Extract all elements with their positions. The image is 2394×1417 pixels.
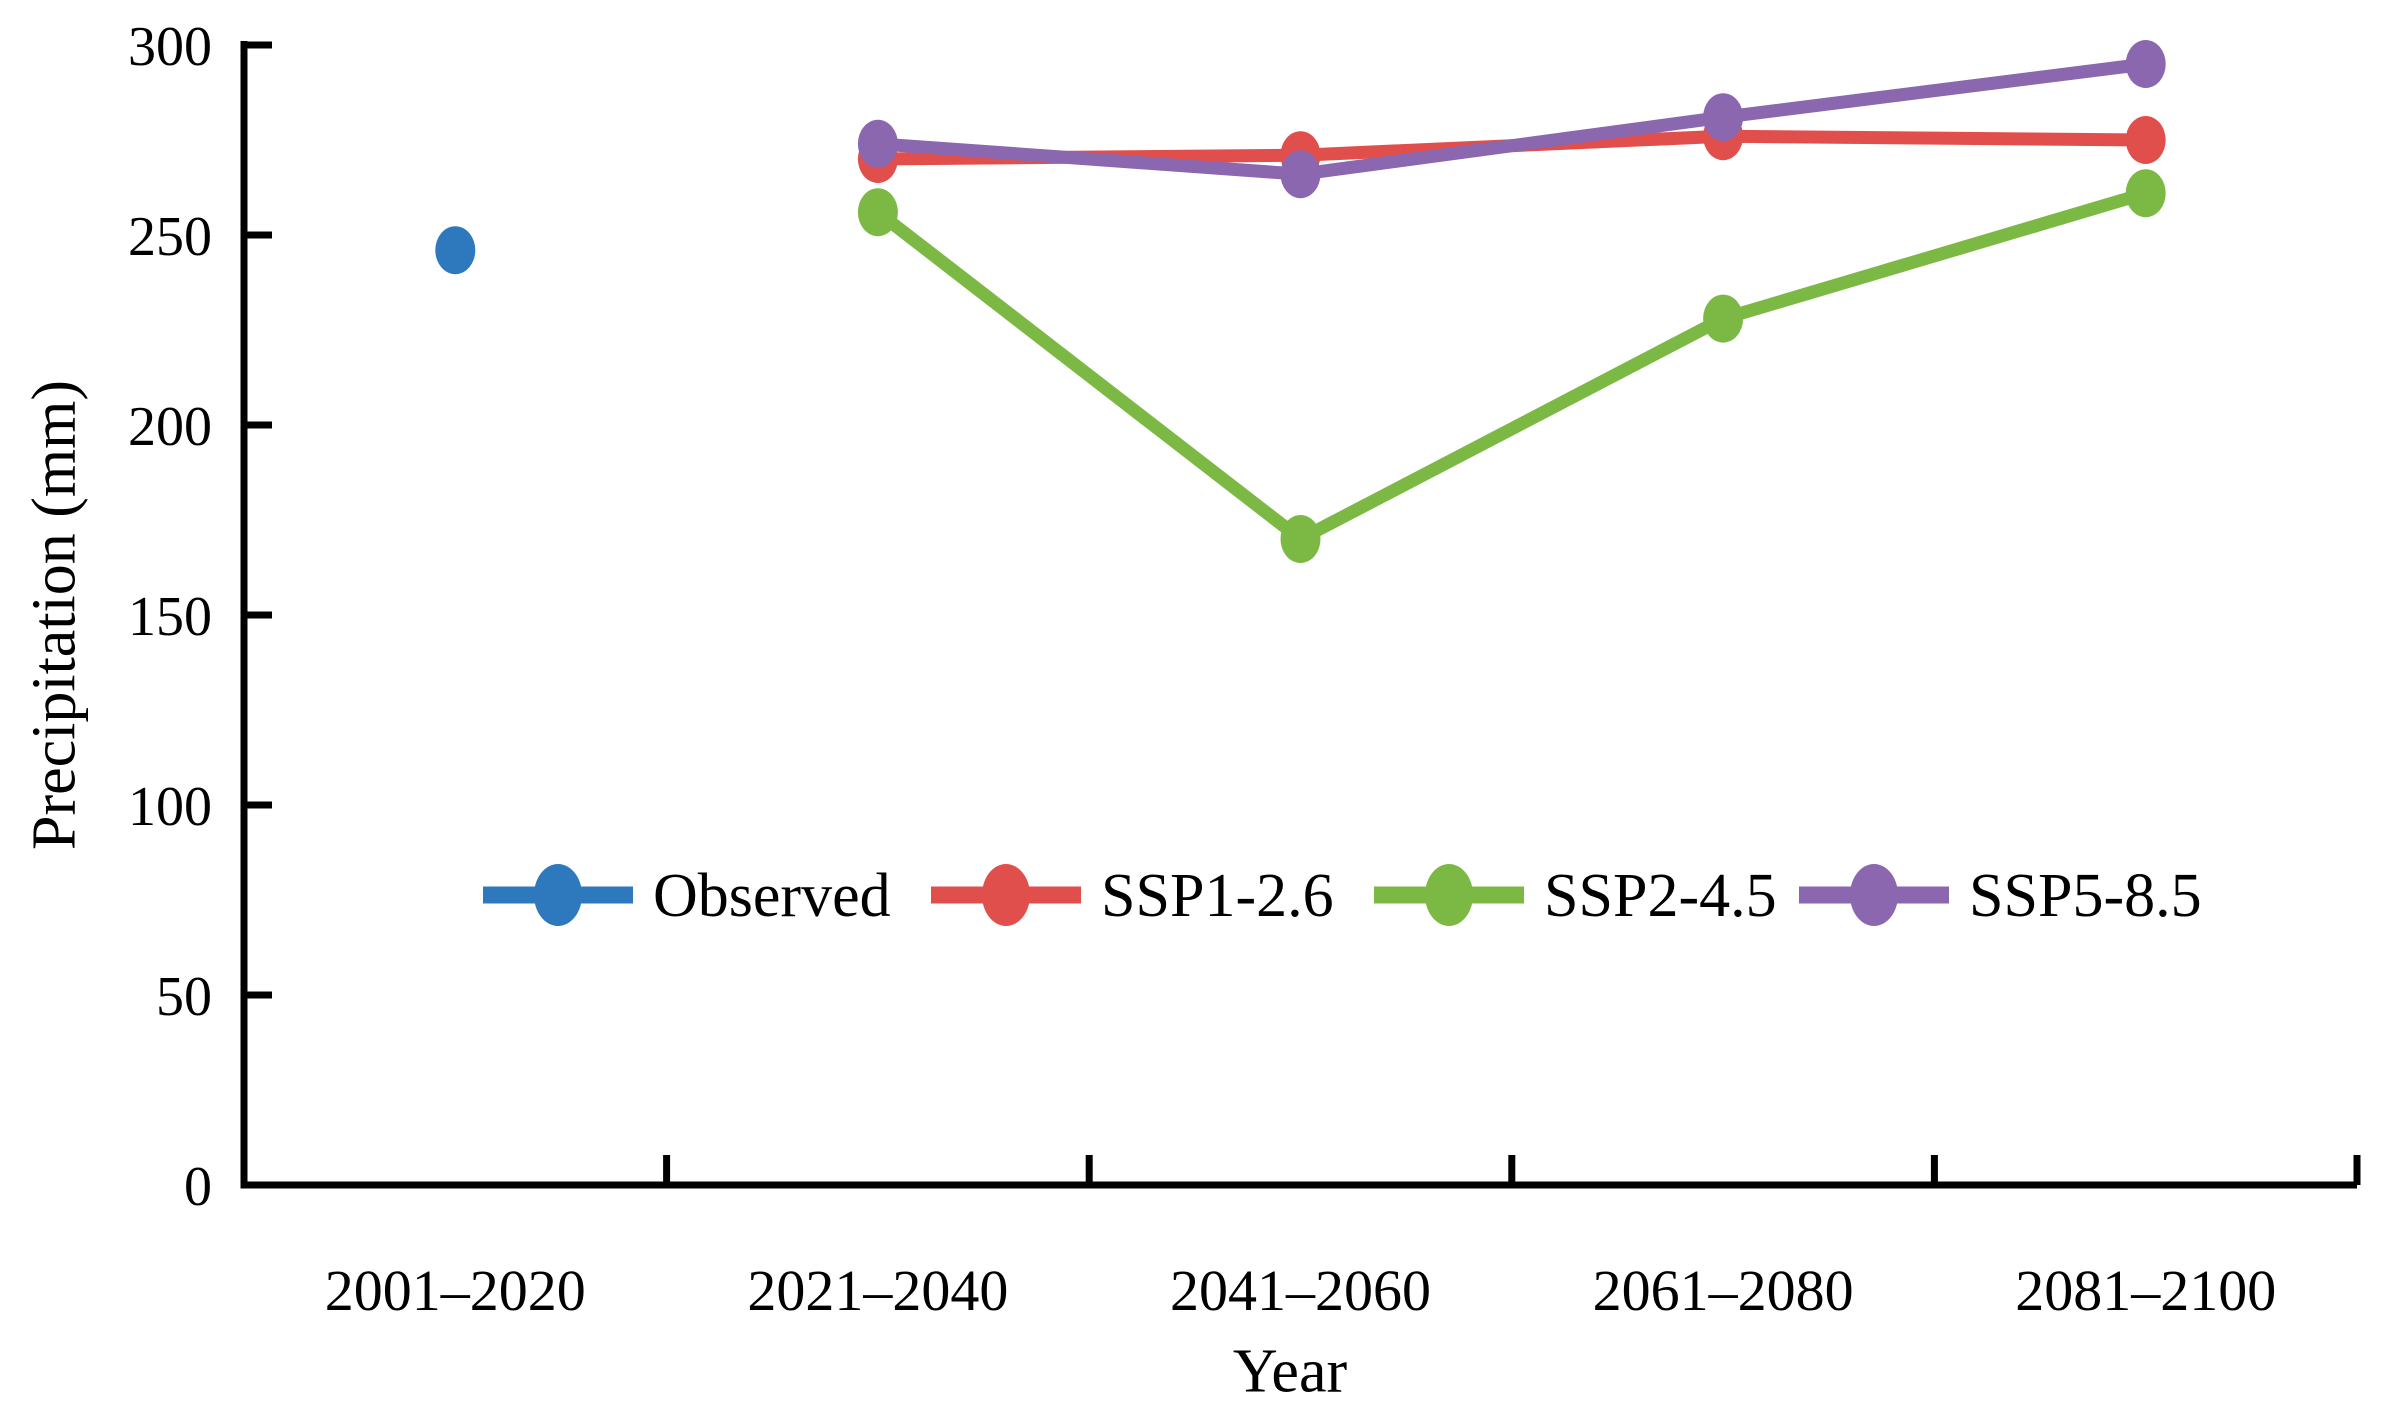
legend-marker-Observed — [534, 864, 582, 926]
x-axis-title: Year — [1232, 1337, 1348, 1406]
x-tick-label: 2001–2020 — [325, 1258, 586, 1323]
data-point-SSP5-8.5 — [1703, 93, 1744, 142]
x-tick-label: 2081–2100 — [2015, 1258, 2276, 1323]
data-point-SSP5-8.5 — [857, 119, 898, 168]
legend: Observed SSP1-2.6 SSP2-4.5 SSP5-8.5 — [483, 862, 2202, 930]
legend-label-SSP1-2.6: SSP1-2.6 — [1101, 862, 1334, 930]
legend-label-SSP2-4.5: SSP2-4.5 — [1544, 862, 1777, 930]
axis-frame — [240, 41, 2357, 1189]
x-tick-label: 2061–2080 — [1593, 1258, 1854, 1323]
data-point-SSP2-4.5 — [1280, 515, 1321, 563]
x-tick-label: 2041–2060 — [1170, 1258, 1431, 1323]
data-point-SSP5-8.5 — [2125, 40, 2166, 88]
y-tick-label: 50 — [156, 966, 212, 1028]
data-point-SSP2-4.5 — [1703, 294, 1744, 343]
x-tick-label: 2021–2040 — [747, 1258, 1008, 1323]
y-tick-label: 0 — [184, 1156, 212, 1218]
legend-label-SSP5-8.5: SSP5-8.5 — [1969, 862, 2202, 930]
y-tick-label: 250 — [128, 206, 212, 268]
series-line-SSP5-8.5 — [871, 57, 2153, 181]
legend-marker-SSP5-8.5 — [1850, 864, 1898, 926]
series-line-SSP2-4.5 — [871, 186, 2153, 546]
legend-marker-SSP2-4.5 — [1425, 864, 1473, 926]
data-point-SSP2-4.5 — [857, 188, 898, 237]
y-axis-title: Precipitation (mm) — [20, 379, 89, 851]
y-tick-label: 150 — [128, 586, 212, 648]
data-point-SSP5-8.5 — [1280, 150, 1321, 199]
legend-marker-SSP1-2.6 — [982, 864, 1030, 926]
data-point-SSP2-4.5 — [2125, 169, 2166, 218]
y-tick-label: 300 — [128, 16, 212, 78]
y-tick-label: 200 — [128, 396, 212, 458]
legend-label-Observed: Observed — [653, 862, 891, 930]
data-point-Observed — [435, 226, 476, 275]
data-point-SSP1-2.6 — [2125, 116, 2166, 164]
y-tick-label: 100 — [128, 776, 212, 838]
